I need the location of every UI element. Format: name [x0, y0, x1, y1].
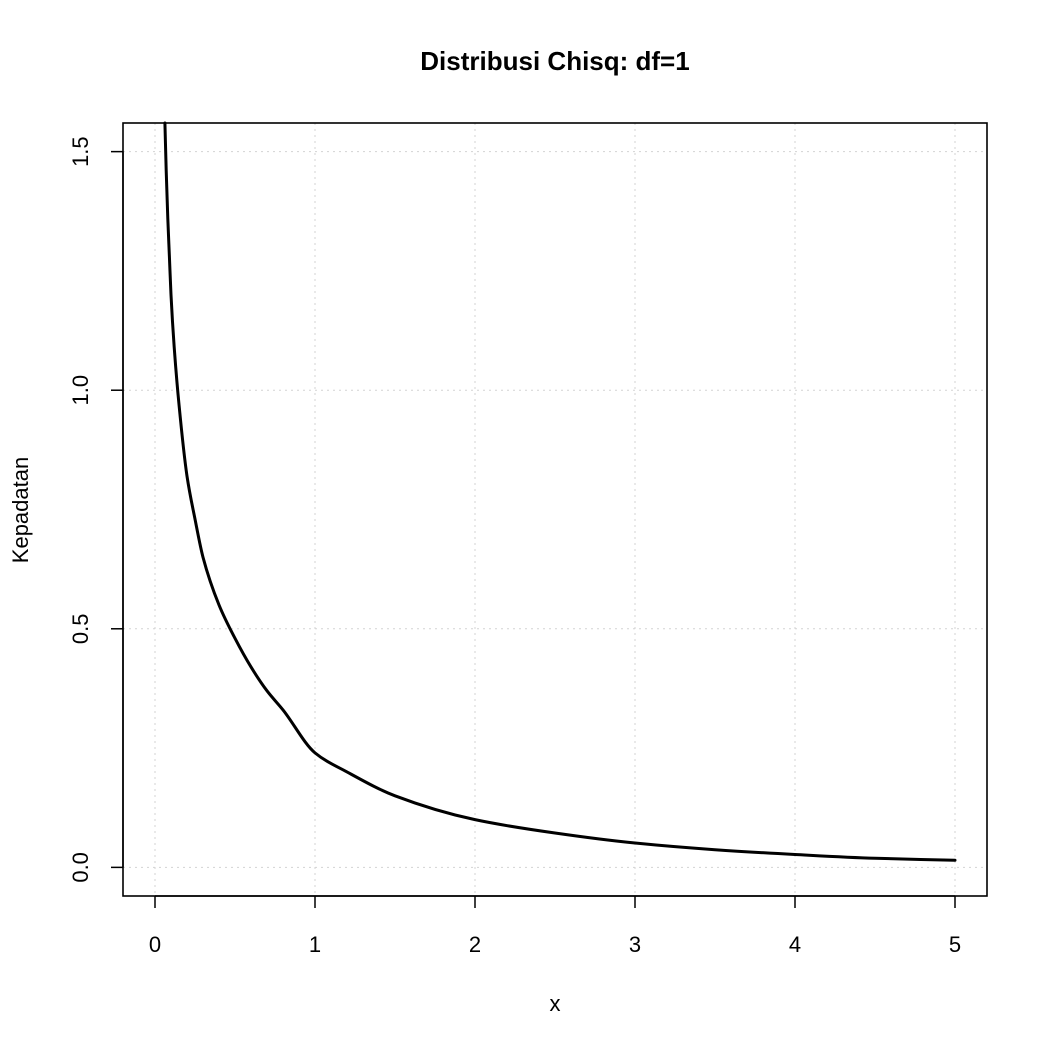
series-layer	[163, 121, 957, 862]
x-tick-label: 0	[149, 932, 161, 957]
plot-frame	[122, 122, 988, 897]
series-line-density	[163, 121, 957, 862]
y-tick-label: 1.0	[68, 375, 93, 406]
x-tick-label: 2	[469, 932, 481, 957]
x-tick-label: 4	[789, 932, 801, 957]
x-axis-label: x	[550, 991, 561, 1016]
y-tick-label: 0.5	[68, 613, 93, 644]
x-tick-label: 3	[629, 932, 641, 957]
x-tick-label: 1	[309, 932, 321, 957]
grid-lines	[123, 123, 987, 896]
x-tick-label: 5	[949, 932, 961, 957]
x-axis: 0 1 2 3 4 5	[149, 895, 961, 957]
chart-title: Distribusi Chisq: df=1	[420, 46, 689, 76]
y-tick-label: 1.5	[68, 136, 93, 167]
y-tick-label: 0.0	[68, 852, 93, 883]
y-axis-label: Kepadatan	[8, 457, 33, 563]
y-axis: 0.0 0.5 1.0 1.5	[68, 136, 124, 883]
